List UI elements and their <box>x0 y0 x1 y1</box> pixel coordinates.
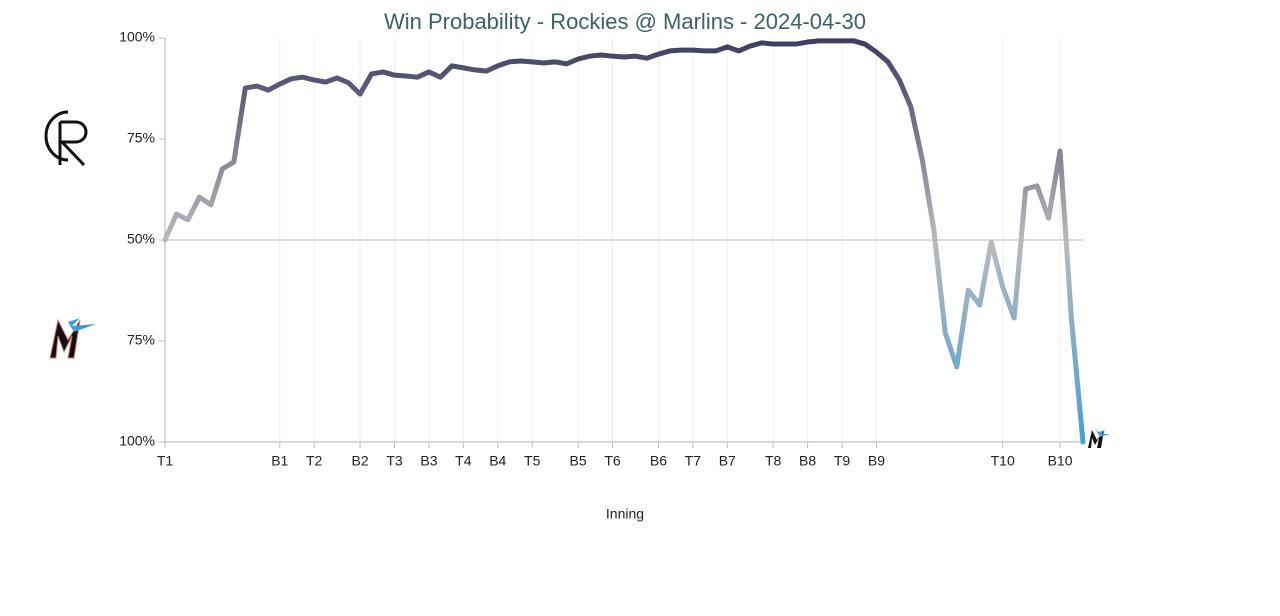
x-tick-label: T7 <box>685 453 702 469</box>
x-tick-label: B5 <box>570 453 587 469</box>
chart-title: Win Probability - Rockies @ Marlins - 20… <box>384 9 866 34</box>
y-tick-label: 100% <box>119 29 155 45</box>
x-tick-label: B9 <box>868 453 885 469</box>
x-tick-label: B6 <box>650 453 667 469</box>
marlins-logo-end <box>1088 427 1110 448</box>
x-tick-label: B7 <box>719 453 736 469</box>
marlins-logo <box>49 312 96 359</box>
x-tick-label: T2 <box>306 453 323 469</box>
x-tick-label: T1 <box>157 453 174 469</box>
x-tick-label: B4 <box>489 453 506 469</box>
win-probability-line <box>162 38 1086 445</box>
rockies-logo <box>44 110 88 167</box>
x-tick-label: T9 <box>834 453 851 469</box>
x-tick-label: T4 <box>455 453 472 469</box>
x-tick-label: B3 <box>420 453 437 469</box>
x-tick-label: B8 <box>799 453 816 469</box>
x-tick-label: B10 <box>1048 453 1073 469</box>
x-tick-label: T5 <box>524 453 541 469</box>
x-tick-label: T8 <box>765 453 782 469</box>
y-tick-label: 75% <box>127 130 155 146</box>
x-axis-label: Inning <box>606 506 644 522</box>
y-tick-label: 75% <box>127 332 155 348</box>
x-tick-label: T10 <box>991 453 1015 469</box>
x-tick-label: T3 <box>386 453 403 469</box>
x-tick-label: T6 <box>604 453 621 469</box>
y-tick-label: 50% <box>127 231 155 247</box>
x-tick-label: B1 <box>271 453 288 469</box>
x-tick-label: B2 <box>352 453 369 469</box>
y-tick-label: 100% <box>119 433 155 449</box>
